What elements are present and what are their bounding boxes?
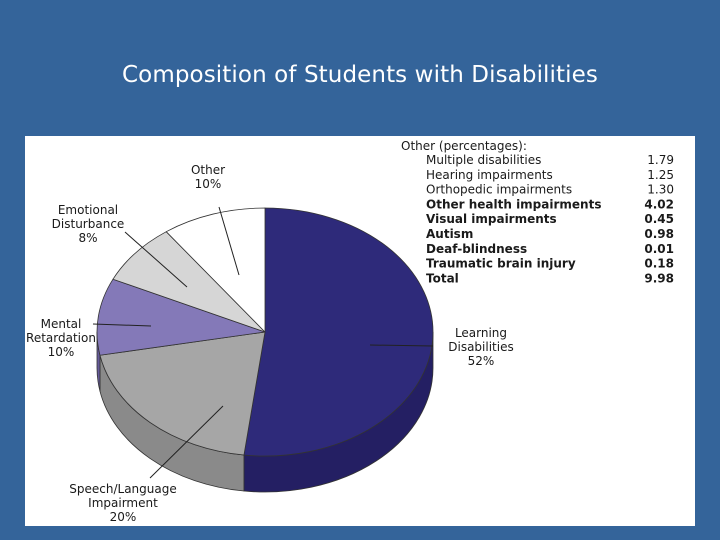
- table-row-value: 0.98: [644, 227, 674, 241]
- slice-label: Speech/Language: [69, 482, 176, 496]
- slice-label: Retardation: [26, 331, 96, 345]
- slice-label: Other: [191, 163, 225, 177]
- table-row-name: Visual impairments: [426, 212, 557, 226]
- slice-label: Disturbance: [52, 217, 125, 231]
- leader-line: [124, 231, 188, 288]
- slice-label: Emotional: [58, 203, 118, 217]
- pie-slice: [165, 207, 266, 333]
- table-row-name: Deaf-blindness: [426, 242, 527, 256]
- slice-label: 10%: [195, 177, 222, 191]
- slice-label: Mental: [41, 317, 82, 331]
- leader-line: [92, 323, 152, 327]
- table-row-value: 0.18: [644, 257, 674, 271]
- table-row-name: Traumatic brain injury: [426, 257, 576, 271]
- slice-label: Learning: [455, 326, 507, 340]
- slice-label: 10%: [48, 345, 75, 359]
- leader-line: [149, 405, 224, 479]
- table-row-value: 4.02: [644, 197, 674, 211]
- table-row-value: 1.30: [647, 183, 674, 197]
- slide-title: Composition of Students with Disabilitie…: [122, 62, 598, 88]
- table-row-name: Hearing impairments: [426, 168, 553, 182]
- pie-slice: [243, 207, 434, 457]
- table-row-value: 9.98: [644, 271, 674, 285]
- slice-label: 8%: [78, 231, 97, 245]
- slice-label: Impairment: [88, 496, 158, 510]
- table-row-name: Other health impairments: [426, 197, 601, 211]
- table-row-name: Autism: [426, 227, 473, 241]
- slice-label: Disabilities: [448, 340, 513, 354]
- slice-label: 20%: [110, 510, 137, 524]
- chart-panel: Learning Disabilities 52% Speech/Language Im…: [25, 136, 695, 526]
- table-heading: Other (percentages):: [401, 139, 527, 153]
- slice-label: 52%: [468, 354, 495, 368]
- table-row-value: 1.25: [647, 168, 674, 182]
- table-row-name: Total: [426, 271, 459, 285]
- table-row-name: Orthopedic impairments: [426, 183, 572, 197]
- table-row-name: Multiple disabilities: [426, 153, 541, 167]
- pie-slice: [99, 331, 266, 456]
- pie-slice: [96, 278, 266, 356]
- table-row-value: 0.01: [644, 242, 674, 256]
- table-row-value: 0.45: [644, 212, 674, 226]
- leader-line: [218, 206, 240, 276]
- leader-line: [369, 344, 434, 347]
- table-row-value: 1.79: [647, 153, 674, 167]
